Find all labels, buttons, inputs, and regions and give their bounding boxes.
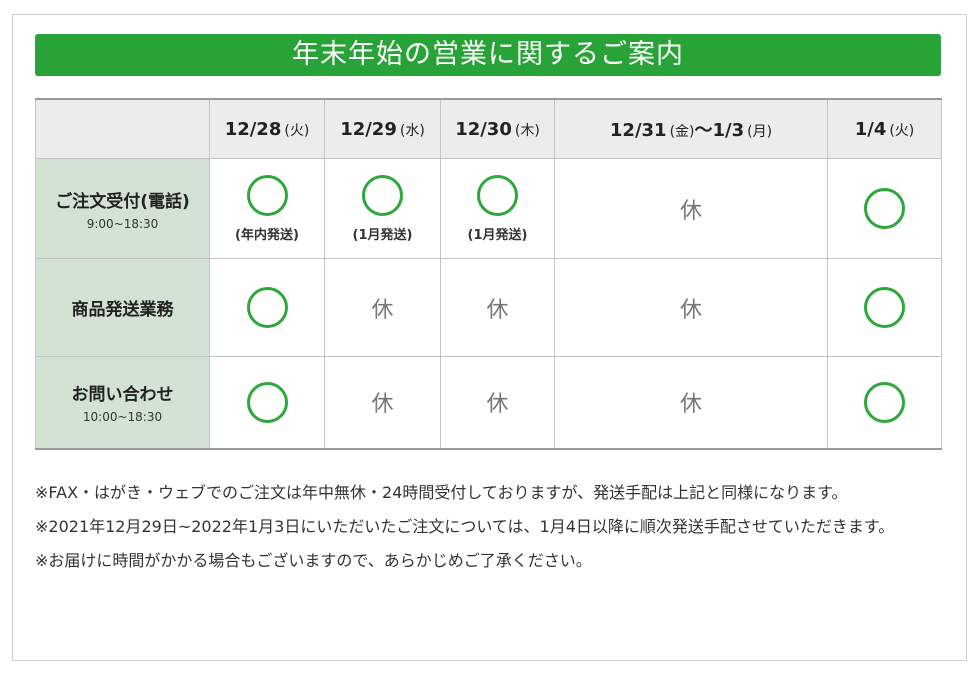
- schedule-cell: 休: [324, 258, 441, 357]
- table-row: ご注文受付(電話) 9:00~18:30 (年内発送) (1月発送) (1月発送…: [35, 158, 942, 259]
- schedule-cell: 休: [440, 258, 555, 357]
- schedule-cell: 休: [324, 356, 441, 450]
- closed-mark: 休: [486, 392, 509, 418]
- note-text: ※FAX・はがき・ウェブでのご注文は年中無休・24時間受付しておりますが、発送手…: [35, 483, 848, 502]
- schedule-cell: [827, 258, 942, 357]
- schedule-cell: 休: [440, 356, 555, 450]
- schedule-cell: (1月発送): [324, 158, 441, 259]
- header-date: 12/28 (火): [209, 98, 325, 159]
- schedule-cell: (年内発送): [209, 158, 325, 259]
- open-circle-icon: [864, 188, 905, 229]
- open-circle-icon: [477, 174, 518, 216]
- closed-mark: 休: [371, 392, 394, 418]
- closed-mark: 休: [679, 392, 702, 418]
- schedule-table: 12/28 (火) 12/29 (水) 12/30 (木) 12/31 (金)～1/3(…: [35, 98, 942, 450]
- notes-section: ※FAX・はがき・ウェブでのご注文は年中無休・24時間受付しておりますが、発送手…: [35, 476, 955, 578]
- row-label: ご注文受付(電話) 9:00~18:30: [35, 158, 210, 259]
- closed-mark: 休: [679, 297, 702, 323]
- open-circle-icon: [246, 174, 288, 216]
- schedule-cell: 休: [554, 258, 828, 357]
- closed-mark: 休: [486, 297, 509, 323]
- header-row: 12/28 (火) 12/29 (水) 12/30 (木) 12/31 (金)～1/3(…: [35, 98, 942, 159]
- row-label: 商品発送業務: [35, 258, 210, 357]
- open-circle-icon: [246, 381, 288, 423]
- schedule-cell: [827, 356, 942, 450]
- schedule-cell: (1月発送): [440, 158, 555, 259]
- header-corner: [35, 98, 210, 159]
- header-date: 1/4 (火): [827, 98, 942, 159]
- table-row: 商品発送業務 休 休 休: [35, 258, 942, 357]
- schedule-cell: 休: [554, 158, 828, 259]
- schedule-cell: [827, 158, 942, 259]
- table-row: お問い合わせ 10:00~18:30 休 休 休: [35, 356, 942, 450]
- open-circle-icon: [864, 381, 905, 423]
- closed-mark: 休: [679, 199, 702, 224]
- schedule-cell: 休: [554, 356, 828, 450]
- row-label: お問い合わせ 10:00~18:30: [35, 356, 210, 450]
- open-circle-icon: [362, 174, 403, 216]
- page-title: 年末年始の営業に関するご案内: [35, 34, 941, 76]
- schedule-cell: [209, 258, 325, 357]
- header-date-range: 12/31 (金)～1/3 (月): [554, 98, 828, 159]
- schedule-cell: [209, 356, 325, 450]
- open-circle-icon: [246, 287, 288, 328]
- note-text: ※2021年12月29日~2022年1月3日にいただいたご注文については、1月4…: [35, 517, 895, 536]
- header-date: 12/29 (水): [324, 98, 441, 159]
- closed-mark: 休: [371, 297, 394, 323]
- note-text: ※お届けに時間がかかる場合もございますので、あらかじめご了承ください。: [35, 551, 592, 570]
- open-circle-icon: [864, 287, 905, 328]
- header-date: 12/30 (木): [440, 98, 555, 159]
